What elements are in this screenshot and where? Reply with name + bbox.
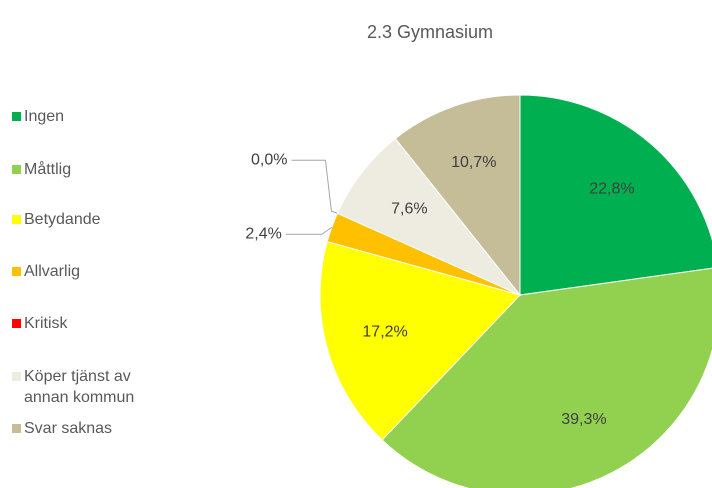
data-label: 10,7% xyxy=(451,154,496,171)
leader-line xyxy=(285,226,333,235)
legend-label: Allvarlig xyxy=(24,263,81,280)
legend-item: Ingen xyxy=(12,106,202,127)
chart-title: 2.3 Gymnasium xyxy=(367,22,493,42)
pie-slice xyxy=(394,94,521,297)
legend-label: Köper tjänst av annan kommun xyxy=(24,368,135,406)
data-label: 7,6% xyxy=(391,200,427,217)
legend-swatch xyxy=(12,267,21,276)
data-label: 22,8% xyxy=(589,181,634,198)
legend-item: Allvarlig xyxy=(12,261,202,282)
leader-line xyxy=(291,159,338,214)
legend-swatch xyxy=(12,372,21,381)
legend-swatch xyxy=(12,424,21,433)
legend-swatch xyxy=(12,165,21,174)
legend-label: Ingen xyxy=(24,108,65,125)
pie-slice xyxy=(519,94,712,296)
legend-label: Betydande xyxy=(24,211,101,228)
legend-label: Kritisk xyxy=(24,315,68,332)
pie-slice xyxy=(319,241,521,441)
data-label: 0,0% xyxy=(251,151,287,168)
data-label: 2,4% xyxy=(245,225,281,242)
legend-item: Måttlig xyxy=(12,159,202,180)
legend-item: Köper tjänst av annan kommun xyxy=(12,366,202,408)
legend-label: Svar saknas xyxy=(24,420,113,437)
legend-swatch xyxy=(12,215,21,224)
data-label: 17,2% xyxy=(362,324,407,341)
legend-item: Betydande xyxy=(12,209,202,230)
pie-slice xyxy=(336,137,521,296)
data-label: 39,3% xyxy=(561,411,606,428)
pie-slice xyxy=(381,267,712,488)
legend-swatch xyxy=(12,319,21,328)
legend-label: Måttlig xyxy=(24,161,72,178)
legend-item: Svar saknas xyxy=(12,418,202,439)
legend-swatch xyxy=(12,112,21,121)
legend-item: Kritisk xyxy=(12,313,202,334)
